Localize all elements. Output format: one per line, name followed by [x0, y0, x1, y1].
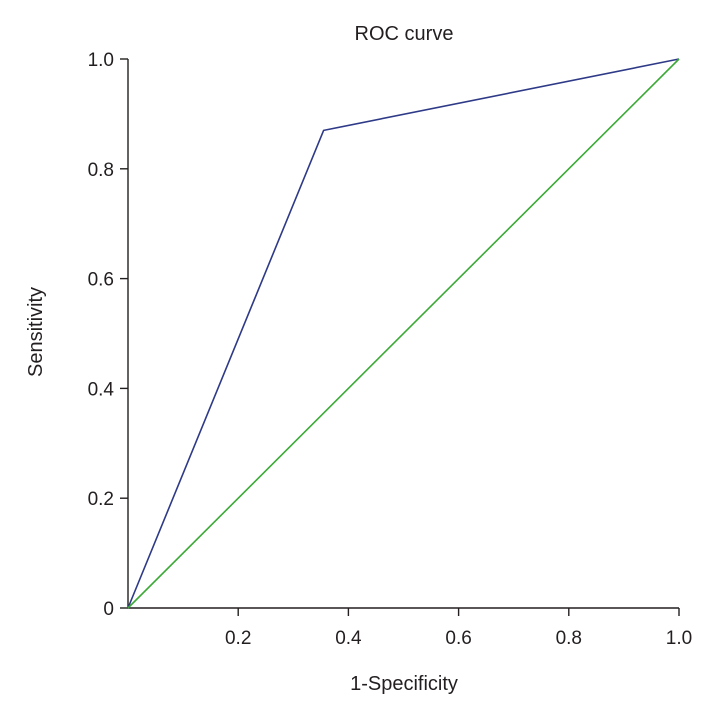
axes [127, 59, 679, 609]
y-axis-title: Sensitivity [25, 287, 47, 377]
x-tick-label: 0.4 [335, 628, 362, 649]
x-tick-label: 1.0 [666, 628, 692, 649]
x-tick-label: 0.2 [225, 628, 251, 649]
reference-diagonal-line [127, 58, 680, 609]
series-group [127, 58, 680, 609]
y-tick-label: 0 [103, 599, 114, 620]
y-tick-label: 0.4 [88, 379, 115, 400]
y-tick-label: 1.0 [88, 50, 114, 71]
y-tick-label: 0.2 [88, 489, 114, 510]
x-tick-label: 0.6 [445, 628, 471, 649]
chart-title: ROC curve [355, 23, 454, 45]
x-tick-label: 0.8 [556, 628, 582, 649]
x-axis-title: 1-Specificity [350, 673, 458, 695]
y-tick-label: 0.6 [88, 270, 114, 291]
ticks: 0 0.2 0.4 0.6 0.8 1.0 0.2 0.4 0.6 0.8 1.0 [88, 50, 693, 649]
roc-curve-line [127, 58, 680, 609]
y-tick-label: 0.8 [88, 160, 114, 181]
